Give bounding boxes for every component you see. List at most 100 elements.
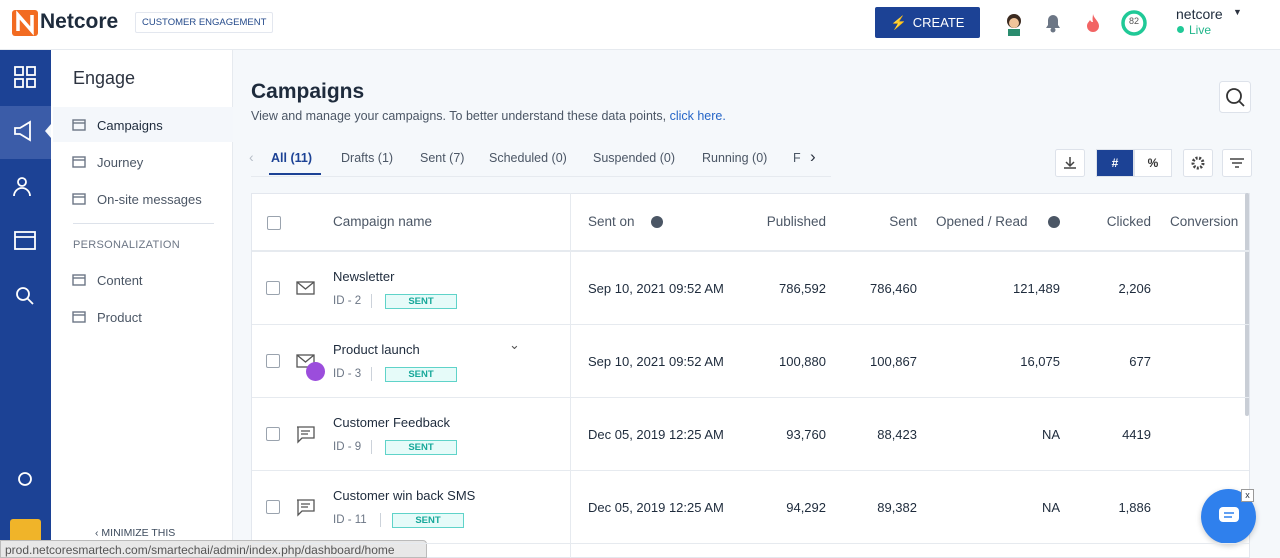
id-divider (371, 440, 372, 454)
cell-clicked: 1,886 (1118, 500, 1151, 515)
avatar[interactable] (1003, 12, 1025, 36)
help-link[interactable]: click here. (669, 109, 726, 123)
fire-icon[interactable] (1085, 12, 1101, 34)
tab[interactable]: Drafts (1) (341, 151, 394, 165)
account-name[interactable]: netcore (1176, 6, 1223, 22)
cell-sent: 786,460 (870, 281, 917, 296)
menu-item[interactable]: Campaigns (97, 118, 163, 133)
cell-sent-on: Sep 10, 2021 09:52 AM (588, 354, 724, 369)
cell-sent: 100,867 (870, 354, 917, 369)
toggle-option[interactable]: # (1096, 149, 1134, 177)
search-button[interactable] (1219, 81, 1251, 113)
row-expand[interactable]: ⌄ (509, 337, 520, 352)
menu-item[interactable]: Product (97, 310, 142, 325)
row-divider (252, 324, 1249, 325)
campaign-name[interactable]: Newsletter (333, 269, 395, 284)
profile-chip[interactable] (10, 519, 41, 543)
id-divider (371, 367, 372, 381)
tab[interactable]: Sent (7) (420, 151, 465, 165)
create-label: CREATE (912, 15, 965, 30)
cell-opened: NA (1041, 500, 1060, 515)
channel-icon (296, 281, 315, 295)
checkbox[interactable] (266, 281, 280, 295)
campaign-name[interactable]: Product launch (333, 342, 420, 357)
trigger-badge (306, 362, 325, 381)
column-header: Opened / Read (936, 214, 1028, 229)
status-badge: SENT (385, 367, 457, 382)
cell-sent: 88,423 (877, 427, 917, 442)
column-header: Clicked (1106, 214, 1151, 229)
live-dot (1177, 26, 1184, 33)
cell-clicked: 2,206 (1118, 281, 1151, 296)
create-button[interactable]: ⚡ CREATE (875, 7, 980, 38)
chat-icon (1219, 507, 1239, 522)
cell-published: 100,880 (779, 354, 826, 369)
cell-sent: 89,382 (877, 500, 917, 515)
status-badge: SENT (392, 513, 464, 528)
filter-button[interactable] (1222, 149, 1252, 177)
logo-icon (12, 10, 38, 36)
campaign-name[interactable]: Customer win back SMS (333, 488, 476, 503)
page-title: Campaigns (251, 80, 365, 103)
product-badge: CUSTOMER ENGAGEMENT (135, 12, 274, 33)
nav-rail-active (0, 106, 51, 159)
id-divider (380, 513, 381, 527)
tab[interactable]: All (11) (271, 151, 312, 165)
section-title: PERSONALIZATION (73, 239, 180, 251)
toggle-option[interactable]: % (1134, 149, 1172, 177)
cell-sent-on: Dec 05, 2019 12:25 AM (588, 427, 724, 442)
cell-sent-on: Dec 05, 2019 12:25 AM (588, 500, 724, 515)
menu-icon (72, 274, 86, 286)
menu-item[interactable]: Content (97, 273, 143, 288)
dropdown-caret[interactable]: ▼ (1233, 7, 1242, 17)
tab-prev[interactable]: ‹ (249, 149, 254, 165)
column-divider (570, 193, 571, 558)
tabs-border (251, 176, 831, 177)
column-header: Conversion (1170, 214, 1239, 229)
bell-icon[interactable] (1043, 12, 1063, 34)
tab[interactable]: F (793, 151, 801, 165)
cell-published: 786,592 (779, 281, 826, 296)
campaign-id: ID - 11 (333, 514, 367, 526)
live-status: Live (1189, 23, 1212, 37)
minimize-label: MINIMIZE THIS (101, 527, 176, 539)
menu-icon (72, 193, 86, 205)
campaign-id: ID - 3 (333, 368, 362, 380)
menu-item[interactable]: Journey (97, 155, 144, 170)
chevron: ‹ (95, 527, 102, 539)
menu-icon (72, 156, 86, 168)
campaign-name[interactable]: Customer Feedback (333, 415, 451, 430)
download-button[interactable] (1055, 149, 1085, 177)
minimize-link[interactable]: ‹ MINIMIZE THIS (95, 527, 175, 539)
checkbox[interactable] (266, 427, 280, 441)
cell-published: 94,292 (786, 500, 826, 515)
column-header: Sent (889, 214, 917, 229)
tab-next[interactable]: › (810, 147, 816, 166)
checkbox[interactable] (266, 354, 280, 368)
subtitle-text: View and manage your campaigns. To bette… (251, 109, 667, 123)
status-badge: SENT (385, 440, 457, 455)
scrollbar (1245, 193, 1249, 416)
campaign-id: ID - 2 (333, 295, 362, 307)
checkbox[interactable] (266, 500, 280, 514)
status-badge: SENT (385, 294, 457, 309)
tab[interactable]: Scheduled (0) (489, 151, 567, 165)
channel-icon (297, 426, 315, 444)
table-card (251, 193, 1250, 558)
score-ring[interactable] (1120, 9, 1148, 37)
menu-item[interactable]: On-site messages (97, 192, 202, 207)
cell-opened: 121,489 (1013, 281, 1060, 296)
tab[interactable]: Suspended (0) (593, 151, 676, 165)
bolt: ⚡ (890, 14, 907, 30)
header-divider (252, 250, 1249, 252)
settings-button[interactable] (1183, 149, 1213, 177)
checkbox[interactable] (267, 216, 281, 230)
info-icon (651, 216, 663, 228)
chat-close[interactable]: x (1241, 489, 1254, 502)
cell-sent-on: Sep 10, 2021 09:52 AM (588, 281, 724, 296)
column-header: Published (766, 214, 826, 229)
row-divider (252, 397, 1249, 398)
tab[interactable]: Running (0) (702, 151, 768, 165)
channel-icon (297, 499, 315, 517)
